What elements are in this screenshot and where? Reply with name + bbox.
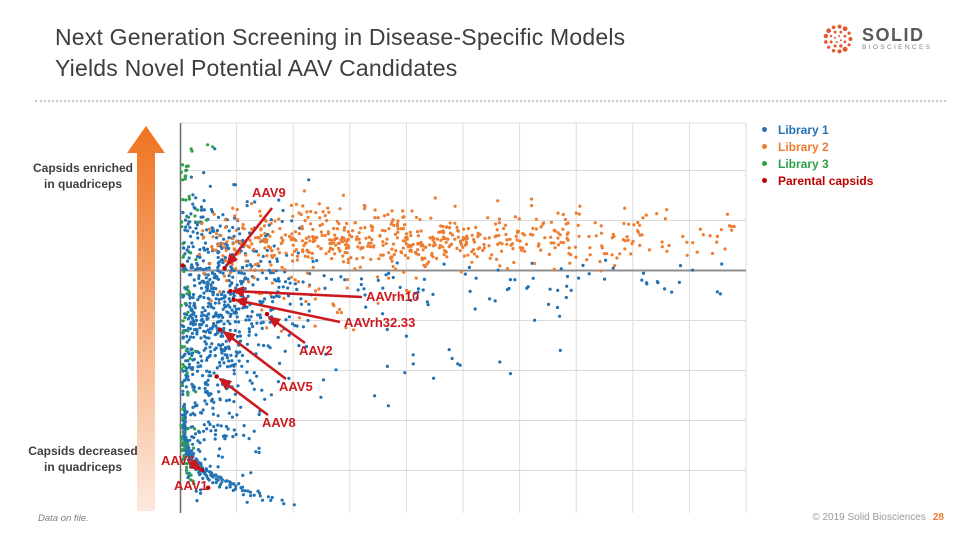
- dotted-divider: [35, 100, 946, 102]
- title-line-1: Next Generation Screening in Disease-Spe…: [55, 24, 626, 50]
- legend-dot-icon: [762, 178, 767, 183]
- annotation-aavrh3233: AAVrh32.33: [344, 315, 416, 330]
- legend-item-library-2: Library 2: [762, 138, 873, 155]
- legend-dot-icon: [762, 161, 767, 166]
- capsid-logo-icon: [823, 24, 853, 54]
- logo-name: SOLID: [862, 25, 925, 45]
- slide-footer: © 2019 Solid Biosciences 28: [812, 512, 944, 523]
- copyright-text: © 2019 Solid Biosciences: [812, 512, 926, 523]
- page-title: Next Generation Screening in Disease-Spe…: [55, 22, 625, 84]
- annotation-aav5: AAV5: [279, 379, 313, 394]
- annotation-aavrh10: AAVrh10: [366, 289, 420, 304]
- legend-dot-icon: [762, 144, 767, 149]
- logo-subname: BIOSCIENCES: [862, 44, 933, 51]
- legend: Library 1 Library 2 Library 3 Parental c…: [762, 121, 873, 189]
- legend-item-library-3: Library 3: [762, 155, 873, 172]
- annotation-aav9: AAV9: [252, 185, 286, 200]
- legend-item-library-1: Library 1: [762, 121, 873, 138]
- legend-label: Library 2: [778, 139, 829, 154]
- legend-label: Library 1: [778, 122, 829, 137]
- y-axis-label-bottom: Capsids decreased in quadriceps: [28, 444, 138, 474]
- annotation-aav8: AAV8: [262, 415, 296, 430]
- legend-item-parental-capsids: Parental capsids: [762, 172, 873, 189]
- y-axis-label-top: Capsids enriched in quadriceps: [32, 161, 134, 191]
- logo-wordmark: SOLID BIOSCIENCES: [862, 26, 932, 52]
- annotation-aav1: AAV1: [174, 478, 208, 493]
- company-logo: SOLID BIOSCIENCES: [820, 21, 932, 57]
- legend-dot-icon: [762, 127, 767, 132]
- legend-label: Library 3: [778, 156, 829, 171]
- legend-label: Parental capsids: [778, 173, 874, 188]
- annotation-aav6: AAV6: [161, 453, 195, 468]
- footnote: Data on file.: [38, 513, 89, 524]
- title-line-2: Yields Novel Potential AAV Candidates: [55, 55, 458, 81]
- annotation-aav2: AAV2: [299, 343, 333, 358]
- page-number: 28: [932, 512, 944, 523]
